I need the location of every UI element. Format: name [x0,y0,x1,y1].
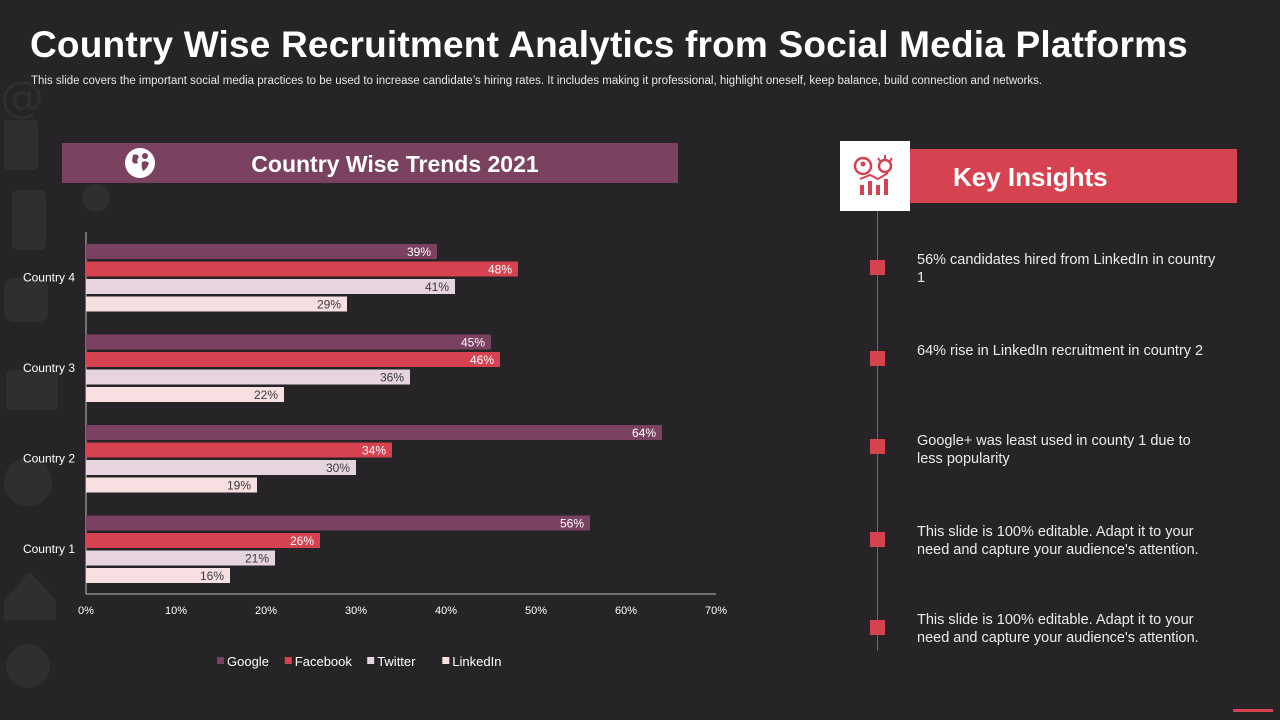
page-subtitle: This slide covers the important social m… [31,75,1043,87]
bar-google [86,334,491,350]
bar-twitter [86,369,410,385]
background-phone-icon [12,190,46,250]
insights-icon-box [840,141,910,211]
data-label: 21% [245,552,269,566]
insight-5: This slide is 100% editable. Adapt it to… [917,612,1199,646]
legend-swatch-twitter [367,657,375,664]
insight-marker [870,439,885,454]
legend-swatch-facebook [284,657,292,664]
data-label: 34% [362,444,386,458]
bar-facebook [86,261,518,277]
bar-twitter [86,550,275,566]
data-label: 16% [200,569,224,583]
data-label: 46% [470,353,494,367]
data-label: 22% [254,388,278,402]
category-label: Country 1 [23,542,75,556]
background-pin-icon [82,184,110,212]
background-instagram-icon [4,278,48,322]
bar-facebook [86,533,320,548]
x-tick-label: 0% [78,605,94,617]
bar-twitter [86,460,356,475]
bar-google [86,244,437,259]
background-gear-icon [6,644,50,688]
x-tick-label: 70% [705,605,727,617]
data-label: 36% [380,371,404,385]
background-at-icon: @ [0,72,44,123]
category-label: Country 3 [23,361,75,375]
data-label: 41% [425,280,449,294]
data-label: 19% [227,479,251,493]
globe-icon [125,148,155,178]
category-label: Country 4 [23,270,75,284]
insight-marker [870,620,885,635]
insight-2: 64% rise in LinkedIn recruitment in coun… [917,343,1204,359]
background-camera-icon [6,370,58,410]
legend-label-twitter: Twitter [377,654,416,669]
data-label: 64% [632,426,656,440]
bar-facebook [86,442,392,458]
page-title: Country Wise Recruitment Analytics from … [30,24,1188,65]
key-insights-title: Key Insights [953,162,1108,192]
bar-linkedin [86,477,257,493]
bar-google [86,515,590,531]
data-label: 48% [488,263,512,277]
x-tick-label: 60% [615,605,637,617]
insight-3: Google+ was least used in county 1 due t… [917,433,1191,467]
legend-swatch-linkedin [442,657,450,664]
corner-accent-line [1233,709,1273,712]
analytics-icon [853,155,893,195]
insight-marker [870,532,885,547]
data-label: 45% [461,336,485,350]
x-tick-label: 40% [435,605,457,617]
data-label: 56% [560,517,584,531]
key-insights-banner: Key Insights [910,149,1237,203]
legend-swatch-google [217,657,224,664]
bar-chart: 0% 10% 20% 30% 40% 50% 60% 70% Country 1 56% 26% 21… [23,232,727,669]
legend-label-facebook: Facebook [295,654,353,669]
x-tick-label: 50% [525,605,547,617]
bar-google [86,425,662,440]
chart-header-banner: Country Wise Trends 2021 [62,143,678,183]
legend-label-google: Google [227,654,269,669]
category-label: Country 2 [23,451,75,465]
data-label: 30% [326,461,350,475]
legend-label-linkedin: LinkedIn [452,654,501,669]
bar-linkedin [86,568,230,583]
x-tick-label: 10% [165,605,187,617]
insight-marker [870,260,885,275]
x-tick-label: 20% [255,605,277,617]
bar-linkedin [86,387,284,402]
background-whatsapp-icon [4,458,52,506]
data-label: 26% [290,534,314,548]
bar-linkedin [86,296,347,312]
data-label: 29% [317,298,341,312]
background-home-icon [4,572,56,620]
data-label: 39% [407,245,431,259]
background-social-icons: @ [0,72,110,688]
bar-facebook [86,352,500,367]
background-facebook-icon [4,120,38,170]
insight-1: 56% candidates hired from LinkedIn in co… [917,252,1216,286]
insights-timeline [877,211,878,651]
chart-title: Country Wise Trends 2021 [251,151,539,177]
insight-marker [870,351,885,366]
x-tick-label: 30% [345,605,367,617]
bar-twitter [86,279,455,294]
insight-4: This slide is 100% editable. Adapt it to… [917,524,1199,558]
